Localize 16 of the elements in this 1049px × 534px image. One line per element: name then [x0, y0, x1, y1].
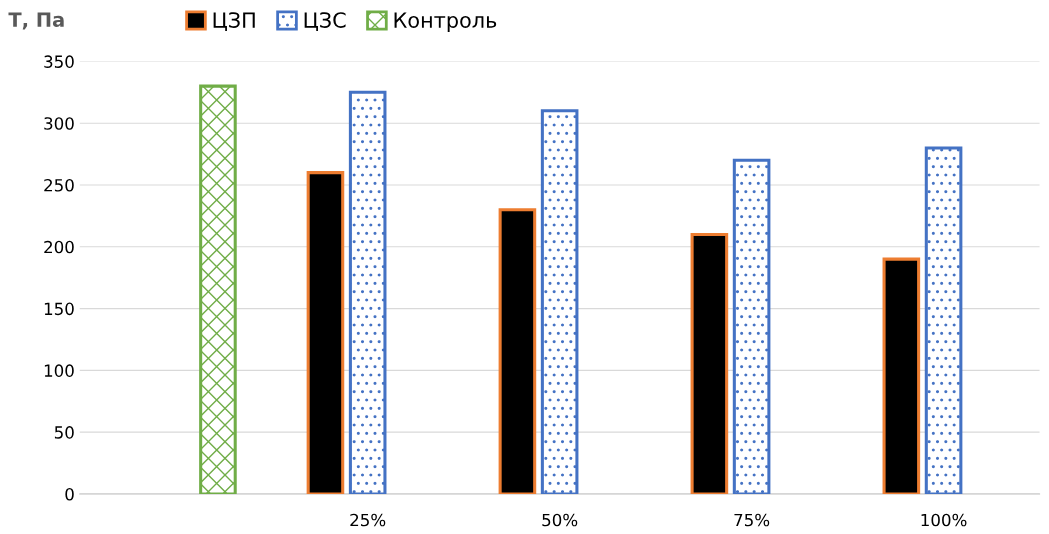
x-tick-label: 75% [734, 513, 770, 527]
y-tick-label: 350 [44, 55, 74, 68]
legend-label: Контроль [394, 12, 497, 32]
x-tick-label: 100% [921, 513, 967, 527]
y-tick-label: 0 [65, 487, 74, 501]
y-tick-label: 250 [44, 178, 74, 192]
x-tick-label: 25% [350, 513, 386, 527]
x-tick-label: 50% [542, 513, 578, 527]
y-tick-label: 100 [44, 364, 74, 377]
legend-label: ЦЗП [213, 12, 255, 31]
y-tick-label: 50 [54, 426, 74, 439]
y-tick-label: 300 [44, 117, 74, 130]
y-tick-label: 200 [44, 240, 74, 254]
legend-label: ЦЗС [304, 12, 346, 31]
y-axis-title: Т, Па [8, 12, 64, 30]
y-tick-label: 150 [44, 302, 74, 316]
